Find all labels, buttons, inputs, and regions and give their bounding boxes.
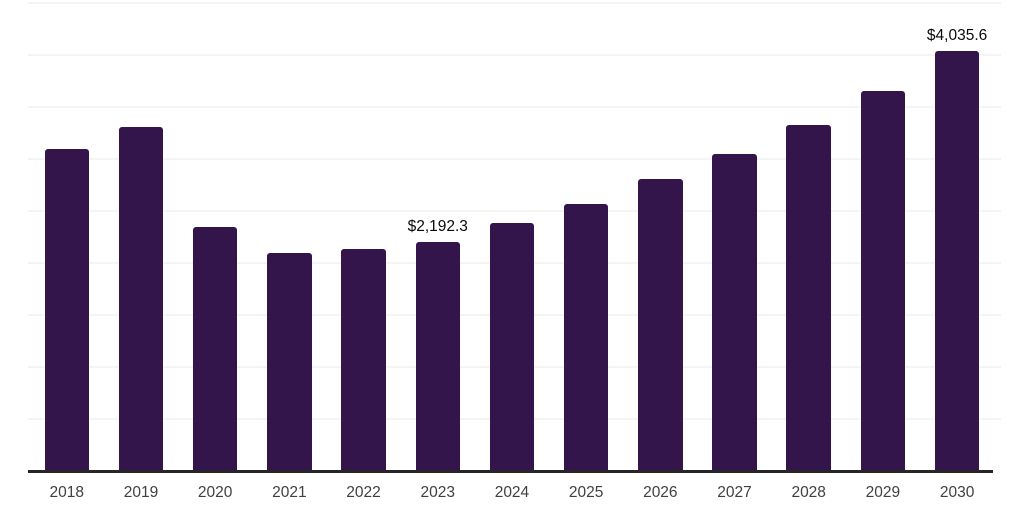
- gridline: [28, 54, 1001, 57]
- x-tick-label-2029: 2029: [865, 484, 901, 501]
- x-tick-label-2020: 2020: [197, 484, 233, 501]
- x-tick-label-2024: 2024: [494, 484, 530, 501]
- bar-2029[interactable]: [860, 91, 906, 470]
- bar-2020[interactable]: [192, 227, 238, 470]
- x-tick-label-2030: 2030: [939, 484, 975, 501]
- x-tick-label-2027: 2027: [717, 484, 752, 501]
- bar-2024[interactable]: [489, 223, 535, 470]
- bar-2027[interactable]: [712, 154, 757, 470]
- x-tick-label-2026: 2026: [643, 484, 678, 501]
- x-tick-label-2025: 2025: [568, 484, 604, 501]
- bar-2019[interactable]: [118, 126, 164, 470]
- bar-2028[interactable]: [786, 125, 831, 470]
- data-label-2023: $2,192.3: [407, 218, 468, 236]
- bar-2018[interactable]: [44, 148, 90, 470]
- x-tick-label-2023: 2023: [420, 484, 455, 501]
- gridline: [28, 158, 1001, 161]
- x-tick-label-2019: 2019: [123, 484, 159, 501]
- gridline: [28, 106, 1001, 109]
- bar-2025[interactable]: [563, 203, 609, 470]
- bar-2021[interactable]: [267, 253, 312, 470]
- x-tick-label-2018: 2018: [49, 484, 85, 501]
- bar-2023[interactable]: [415, 242, 460, 470]
- gridline: [28, 2, 1001, 5]
- bar-2026[interactable]: [638, 178, 683, 470]
- x-tick-label-2021: 2021: [272, 484, 307, 501]
- x-tick-label-2022: 2022: [346, 484, 381, 501]
- x-axis-line: [28, 470, 993, 473]
- x-tick-label-2028: 2028: [791, 484, 826, 501]
- data-label-2030: $4,035.6: [926, 26, 988, 44]
- bar-2022[interactable]: [341, 248, 386, 470]
- bar-2030[interactable]: [934, 50, 980, 470]
- gridline: [28, 210, 1001, 213]
